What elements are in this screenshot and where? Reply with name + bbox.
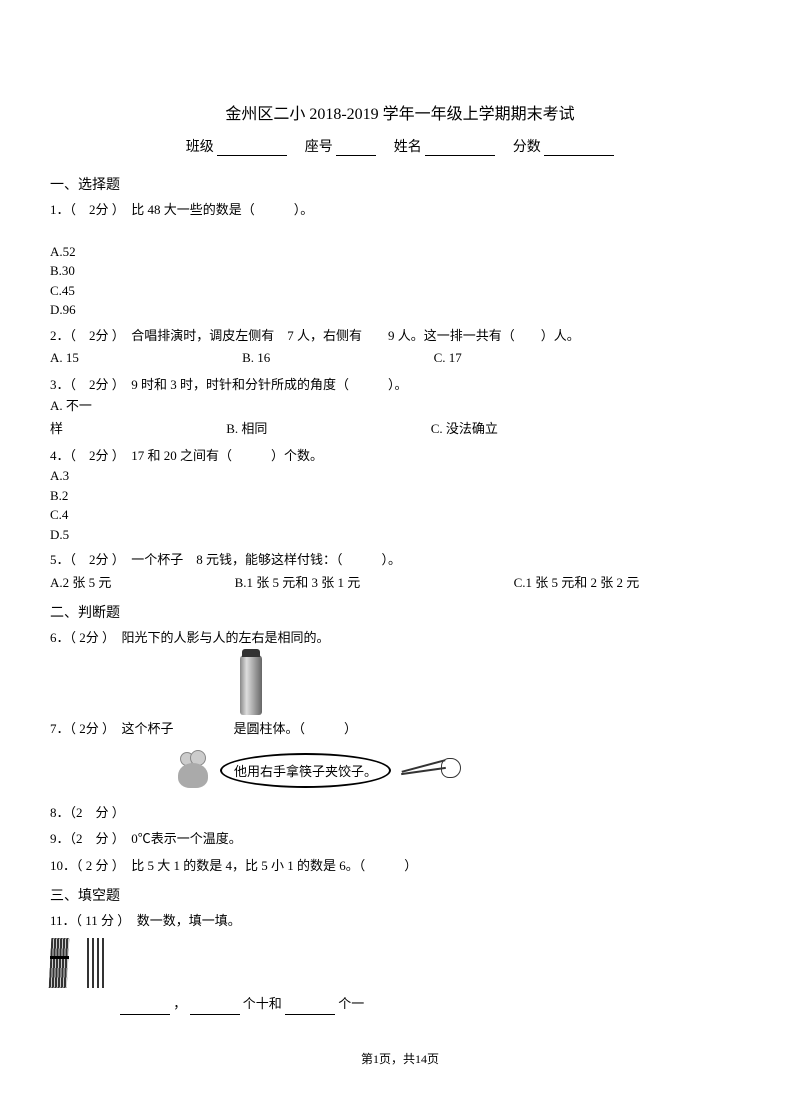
thermos-icon (240, 655, 262, 715)
sticks-loose-icon (87, 938, 105, 988)
q2-text: 2．（ 2分 ） 合唱排演时，调皮左侧有 7 人，右侧有 9 人。这一排一共有（… (50, 326, 750, 347)
q1-option-a: A.52 (50, 242, 750, 262)
q11-text-2: 个十和 (243, 996, 285, 1011)
q4-option-d: D.5 (50, 525, 750, 545)
section-3-header: 三、填空题 (50, 885, 750, 905)
q5-option-b: B.1 张 5 元和 3 张 1 元 (235, 573, 361, 594)
exam-title: 金州区二小 2018-2019 学年一年级上学期期末考试 (50, 100, 750, 124)
seat-label: 座号 (305, 140, 333, 155)
seat-blank[interactable] (336, 140, 376, 156)
question-1: 1．（ 2分 ） 比 48 大一些的数是（ ）。 A.52 B.30 C.45 … (50, 200, 750, 320)
mouse-icon (170, 748, 220, 793)
q11-text-1: ， (173, 996, 186, 1011)
question-7: 7．（ 2分 ） 这个杯子 是圆柱体。（ ） (50, 719, 750, 740)
q2-option-a: A. 15 (50, 348, 79, 369)
q4-option-b: B.2 (50, 486, 750, 506)
chopsticks-icon (401, 750, 461, 790)
q11-blank-1[interactable] (120, 1001, 170, 1015)
q1-option-c: C.45 (50, 281, 750, 301)
class-blank[interactable] (217, 140, 287, 156)
q5-option-c: C.1 张 5 元和 2 张 2 元 (514, 575, 640, 590)
sticks-bundle-icon (50, 938, 80, 988)
q4-text: 4．（ 2分 ） 17 和 20 之间有（ ）个数。 (50, 446, 750, 467)
question-8-image: 他用右手拿筷子夹饺子。 (170, 748, 750, 793)
q4-option-c: C.4 (50, 505, 750, 525)
q3-text: 3．（ 2分 ） 9 时和 3 时，时针和分针所成的角度（ ）。 (50, 375, 750, 396)
q11-text-3: 个一 (338, 996, 364, 1011)
q7-text-after: 是圆柱体。（ ） (234, 719, 358, 740)
page-footer: 第1页，共14页 (0, 1050, 800, 1067)
student-info-line: 班级 座号 姓名 分数 (50, 136, 750, 156)
q1-option-b: B.30 (50, 261, 750, 281)
name-label: 姓名 (394, 140, 422, 155)
q3-option-a-part2: 样 (50, 419, 63, 440)
q5-text: 5．（ 2分 ） 一个杯子 8 元钱，能够这样付钱：（ ）。 (50, 550, 750, 571)
question-5: 5．（ 2分 ） 一个杯子 8 元钱，能够这样付钱：（ ）。 A.2 张 5 元… (50, 550, 750, 594)
question-10: 10．（ 2 分 ） 比 5 大 1 的数是 4，比 5 小 1 的数是 6。（… (50, 856, 750, 877)
q1-option-d: D.96 (50, 300, 750, 320)
q3-option-c: C. 没法确立 (431, 421, 498, 436)
q6-text: 6．（ 2分 ） 阳光下的人影与人的左右是相同的。 (50, 628, 750, 649)
q3-option-a-part1: A. 不一 (50, 396, 750, 417)
q7-text-before: 7．（ 2分 ） 这个杯子 (50, 719, 174, 740)
q9-text: 9．（2 分 ） 0℃表示一个温度。 (50, 829, 750, 850)
question-3: 3．（ 2分 ） 9 时和 3 时，时针和分针所成的角度（ ）。 A. 不一 样… (50, 375, 750, 439)
section-2-header: 二、判断题 (50, 602, 750, 622)
q4-option-a: A.3 (50, 466, 750, 486)
question-9: 9．（2 分 ） 0℃表示一个温度。 (50, 829, 750, 850)
q2-option-b: B. 16 (242, 348, 270, 369)
q1-text: 1．（ 2分 ） 比 48 大一些的数是（ ）。 (50, 200, 750, 221)
speech-bubble: 他用右手拿筷子夹饺子。 (220, 753, 391, 788)
question-2: 2．（ 2分 ） 合唱排演时，调皮左侧有 7 人，右侧有 9 人。这一排一共有（… (50, 326, 750, 370)
question-6: 6．（ 2分 ） 阳光下的人影与人的左右是相同的。 (50, 628, 750, 649)
q5-option-a: A.2 张 5 元 (50, 573, 111, 594)
score-blank[interactable] (544, 140, 614, 156)
question-11: 11．（ 11 分 ） 数一数，填一填。 ， 个十和 个一 (50, 911, 750, 1015)
question-8: 8．（2 分 ） (50, 803, 750, 824)
score-label: 分数 (513, 140, 541, 155)
q8-text: 8．（2 分 ） (50, 803, 750, 824)
q11-blank-3[interactable] (285, 1001, 335, 1015)
q11-blank-2[interactable] (190, 1001, 240, 1015)
name-blank[interactable] (425, 140, 495, 156)
q2-option-c: C. 17 (434, 350, 462, 365)
question-4: 4．（ 2分 ） 17 和 20 之间有（ ）个数。 A.3 B.2 C.4 D… (50, 446, 750, 545)
q11-text: 11．（ 11 分 ） 数一数，填一填。 (50, 911, 750, 932)
section-1-header: 一、选择题 (50, 174, 750, 194)
q3-option-b: B. 相同 (226, 419, 267, 440)
class-label: 班级 (186, 140, 214, 155)
q10-text: 10．（ 2 分 ） 比 5 大 1 的数是 4，比 5 小 1 的数是 6。（… (50, 856, 750, 877)
